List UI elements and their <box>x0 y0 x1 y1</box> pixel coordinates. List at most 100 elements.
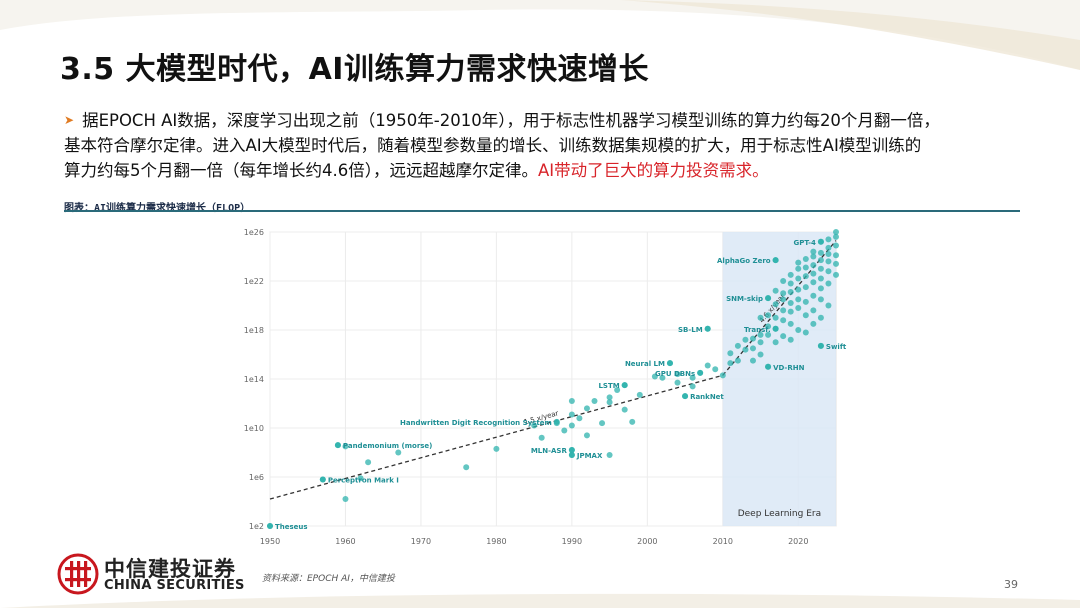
data-point <box>742 346 749 353</box>
data-point <box>825 302 832 309</box>
data-point <box>342 443 349 450</box>
points-layer <box>267 229 839 529</box>
data-point <box>614 387 621 394</box>
data-point <box>810 279 817 286</box>
data-point <box>606 394 613 401</box>
data-point <box>810 270 817 277</box>
data-point <box>591 398 598 405</box>
y-tick-label: 1e26 <box>244 228 264 237</box>
data-point <box>727 360 734 367</box>
data-point <box>817 296 824 303</box>
data-point <box>365 459 372 466</box>
data-point <box>802 312 809 319</box>
labeled-point <box>319 476 326 483</box>
data-point <box>802 298 809 305</box>
data-point <box>576 415 583 422</box>
data-point <box>772 301 779 308</box>
data-point <box>674 371 681 378</box>
data-point <box>802 329 809 336</box>
data-point <box>833 271 839 278</box>
data-point <box>531 422 538 429</box>
y-tick-label: 1e10 <box>244 424 264 433</box>
point-label: Transf. <box>744 326 771 334</box>
labeled-point <box>334 442 341 449</box>
data-point <box>606 451 613 458</box>
data-point <box>810 320 817 327</box>
labeled-point <box>772 325 779 332</box>
point-label: SB-LM <box>678 326 703 334</box>
labeled-point <box>697 369 704 376</box>
labeled-point <box>817 238 824 245</box>
data-point <box>734 342 741 349</box>
data-point <box>568 411 575 418</box>
labeled-point <box>682 393 689 400</box>
data-point <box>757 314 764 321</box>
data-point <box>833 242 839 249</box>
data-point <box>342 496 349 503</box>
point-label: Perceptron Mark I <box>328 476 399 484</box>
data-point <box>772 339 779 346</box>
data-point <box>689 383 696 390</box>
point-label: LSTM <box>598 382 619 390</box>
data-point <box>795 304 802 311</box>
trend-line <box>269 374 723 500</box>
data-point <box>817 275 824 282</box>
data-point <box>787 280 794 287</box>
y-tick-label: 1e22 <box>244 277 264 286</box>
data-point <box>787 271 794 278</box>
data-point <box>568 398 575 405</box>
x-tick-label: 1970 <box>411 537 431 546</box>
data-point <box>561 427 568 434</box>
caption-divider <box>64 210 1020 212</box>
data-point <box>674 379 681 386</box>
labeled-point <box>267 523 273 529</box>
data-point <box>787 300 794 307</box>
data-point <box>727 350 734 357</box>
y-tick-label: 1e6 <box>249 473 264 482</box>
data-point <box>765 331 772 338</box>
data-point <box>825 258 832 265</box>
point-label: GPT-4 <box>794 239 817 247</box>
data-point <box>825 268 832 275</box>
data-point <box>629 418 636 425</box>
data-point <box>825 251 832 258</box>
data-point <box>802 255 809 262</box>
data-point <box>810 248 817 255</box>
data-point <box>817 257 824 264</box>
bullet-line-1: 据EPOCH AI数据，深度学习出现之前（1950年-2010年），用于标志性机… <box>82 111 940 130</box>
labeled-point <box>666 360 673 367</box>
data-point <box>802 273 809 280</box>
data-point <box>802 264 809 271</box>
y-tick-label: 1e14 <box>244 375 264 384</box>
point-label: JPMAX <box>576 452 603 460</box>
data-point <box>825 244 832 251</box>
data-point <box>795 275 802 282</box>
data-point <box>463 464 470 471</box>
data-point <box>780 278 787 284</box>
data-point <box>742 336 749 343</box>
data-point <box>749 335 756 342</box>
data-point <box>757 331 764 338</box>
data-point <box>568 422 575 429</box>
data-point <box>583 432 590 439</box>
labeled-point <box>772 257 779 264</box>
bullet-paragraph: ➤ 据EPOCH AI数据，深度学习出现之前（1950年-2010年），用于标志性… <box>64 108 1024 183</box>
data-point <box>538 434 545 441</box>
data-point <box>357 475 364 482</box>
labels-layer: Theseus Perceptron Mark I Pandemonium (mor… <box>267 238 847 531</box>
data-point <box>825 236 832 243</box>
data-point <box>833 233 839 240</box>
labeled-point <box>568 451 575 458</box>
data-point <box>583 405 590 412</box>
bullet-highlight: AI带动了巨大的算力投资需求。 <box>538 161 769 180</box>
data-point <box>757 339 764 346</box>
data-point <box>810 292 817 299</box>
data-point <box>795 327 802 333</box>
data-point <box>780 296 787 303</box>
china-securities-logo-icon <box>57 553 99 595</box>
era-label: Deep Learning Era <box>738 509 821 519</box>
point-label: VD-RHN <box>773 364 805 372</box>
point-label: RankNet <box>690 393 724 401</box>
data-point <box>689 374 696 381</box>
data-point <box>659 374 666 381</box>
